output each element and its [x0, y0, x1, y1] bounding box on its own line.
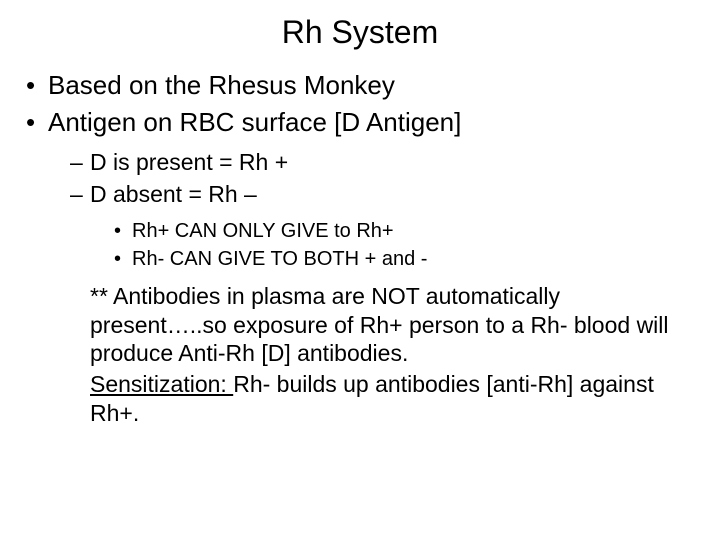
bullet-lvl2: –D absent = Rh – — [90, 180, 700, 210]
bullet-text: Rh+ CAN ONLY GIVE to Rh+ — [132, 220, 394, 242]
bullet-dash-icon: – — [70, 148, 90, 178]
bullet-lvl1: •Antigen on RBC surface [D Antigen] — [48, 106, 700, 139]
bullet-text: D is present = Rh + — [90, 149, 288, 175]
paragraph: ** Antibodies in plasma are NOT automati… — [90, 282, 700, 368]
bullet-text: D absent = Rh – — [90, 181, 257, 207]
paragraph-text: ** Antibodies in plasma are NOT automati… — [90, 283, 669, 367]
sensitization-label: Sensitization: — [90, 371, 233, 397]
bullet-lvl3: •Rh+ CAN ONLY GIVE to Rh+ — [132, 218, 700, 244]
bullet-dash-icon: – — [70, 180, 90, 210]
slide-title: Rh System — [20, 14, 700, 51]
bullet-lvl2: –D is present = Rh + — [90, 148, 700, 178]
bullet-lvl1: •Based on the Rhesus Monkey — [48, 69, 700, 102]
bullet-text: Antigen on RBC surface [D Antigen] — [48, 107, 461, 137]
bullet-dot-icon: • — [114, 246, 132, 272]
paragraph: Sensitization: Rh- builds up antibodies … — [90, 370, 700, 428]
slide: Rh System •Based on the Rhesus Monkey •A… — [0, 0, 720, 540]
bullet-dot-icon: • — [26, 69, 48, 102]
bullet-text: Rh- CAN GIVE TO BOTH + and - — [132, 248, 427, 270]
bullet-dot-icon: • — [26, 106, 48, 139]
bullet-text: Based on the Rhesus Monkey — [48, 70, 395, 100]
bullet-dot-icon: • — [114, 218, 132, 244]
bullet-lvl3: •Rh- CAN GIVE TO BOTH + and - — [132, 246, 700, 272]
